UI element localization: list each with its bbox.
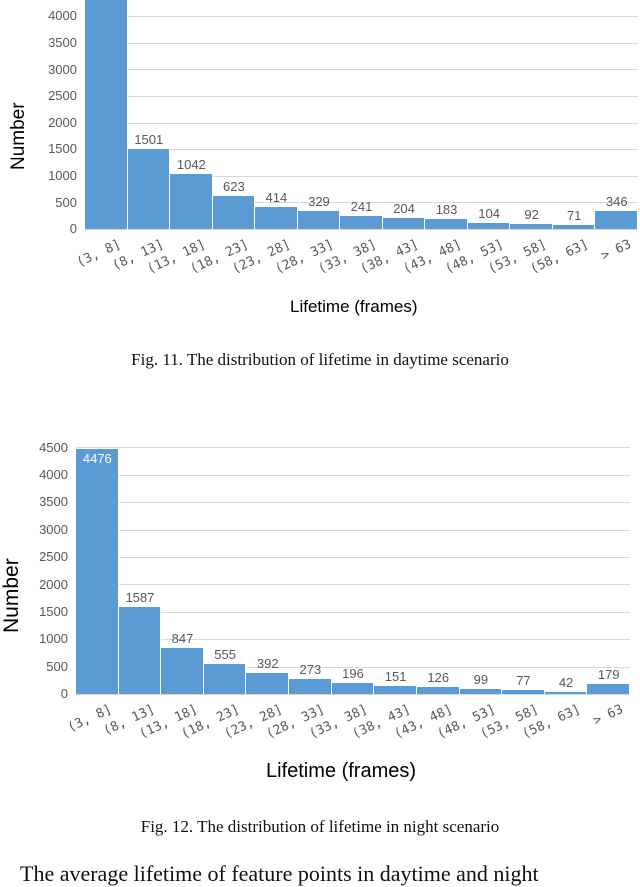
histogram-bar [416, 687, 460, 694]
y-tick-label: 2000 [48, 114, 77, 130]
body-text-cropped: The average lifetime of feature points i… [20, 861, 539, 886]
histogram-bar [544, 691, 588, 694]
y-tick-label: 3000 [48, 61, 77, 77]
histogram-bar [425, 219, 468, 229]
histogram-bar [374, 685, 417, 694]
bar-value-label: 71 [566, 208, 582, 224]
histogram-bar [212, 195, 256, 229]
fig12-caption: Fig. 12. The distribution of lifetime in… [140, 817, 500, 836]
histogram-bar [127, 149, 171, 229]
bar-value-label: 555 [214, 646, 236, 662]
bar-value-label: 1501 [134, 132, 164, 148]
y-tick-label: 3500 [39, 494, 68, 510]
bar-value-label: 623 [223, 178, 245, 194]
bar-value-label: 104 [478, 206, 500, 222]
y-tick-label: 1000 [48, 168, 77, 183]
gridline [85, 16, 638, 18]
histogram-bar [382, 218, 426, 229]
fig12-x-axis-label: Lifetime (frames) [266, 760, 417, 782]
bar-value-label: 329 [308, 194, 330, 210]
y-tick-label: 500 [46, 658, 68, 674]
y-tick-label: 1000 [39, 631, 68, 647]
histogram-bar [502, 689, 545, 694]
gridline [85, 69, 638, 71]
figure-11-chart: 0 500 1000 1500 2000 2500 3000 3500 4000 (3, 8] 15… [0, 0, 640, 330]
histogram-bar [297, 211, 341, 229]
gridline [76, 502, 630, 504]
histogram-bar [161, 647, 204, 694]
gridline [85, 175, 638, 177]
bar-value-label: 99 [473, 671, 489, 687]
histogram-bar [510, 224, 553, 229]
bar-value-label: 1587 [125, 590, 155, 606]
y-tick-label: 4000 [39, 467, 68, 482]
y-tick-label: 2500 [48, 88, 77, 104]
y-tick-label: 1500 [48, 141, 77, 157]
bar-value-label: 77 [516, 672, 531, 688]
y-tick-label: 3000 [39, 521, 68, 537]
gridline [85, 149, 638, 151]
histogram-bar [255, 206, 298, 229]
gridline [76, 666, 630, 668]
y-tick-label: 0 [60, 686, 68, 702]
gridline [76, 611, 630, 613]
fig11-caption: Fig. 11. The distribution of lifetime in… [131, 350, 509, 369]
histogram-bar [331, 683, 375, 694]
gridline [85, 202, 638, 204]
bar-value-label: 847 [171, 630, 194, 646]
gridline [76, 694, 630, 695]
bar-value-label: 183 [435, 202, 458, 218]
y-tick-label: 0 [69, 221, 77, 237]
gridline [85, 229, 638, 230]
gridline [85, 122, 638, 124]
bar-value-label: 414 [265, 189, 288, 205]
gridline [76, 639, 630, 641]
y-tick-label: 500 [55, 194, 77, 210]
gridline [76, 557, 630, 558]
y-tick-label: 3500 [48, 35, 77, 50]
histogram-bar [467, 223, 511, 229]
gridline [76, 584, 630, 586]
bar-value-label: 273 [299, 662, 322, 678]
bar-value-label: 241 [350, 199, 373, 215]
fig12-y-axis-label: Number [0, 558, 23, 633]
gridline [76, 474, 630, 476]
y-tick-label: 4500 [39, 439, 68, 455]
histogram-bar [203, 663, 247, 694]
bar-value-label: 126 [427, 670, 450, 686]
bar-value-label: 92 [524, 207, 539, 223]
bar-value-label: 4476 [82, 450, 112, 466]
histogram-bar [246, 672, 290, 694]
gridline [85, 42, 638, 44]
gridline [76, 447, 630, 449]
y-tick-label: 2500 [39, 549, 68, 565]
x-tick-label: > 63 [590, 702, 626, 729]
gridline [76, 529, 630, 531]
y-tick-label: 1500 [39, 604, 68, 619]
histogram-bar [595, 210, 638, 229]
histogram-bar [587, 684, 630, 694]
histogram-bar [85, 0, 128, 229]
histogram-bar [340, 216, 383, 229]
bar-value-label: 392 [256, 655, 279, 671]
histogram-bar [76, 448, 119, 694]
gridline [85, 96, 638, 97]
histogram-bar [289, 679, 332, 694]
bar-value-label: 346 [605, 193, 628, 209]
bar-value-label: 42 [558, 674, 574, 690]
histogram-bar [459, 688, 503, 694]
fig11-x-axis-label: Lifetime (frames) [290, 297, 418, 316]
bar-value-label: 179 [597, 667, 620, 683]
bar-value-label: 196 [342, 666, 364, 682]
bar-value-label: 204 [393, 201, 415, 217]
bar-value-label: 151 [384, 668, 407, 684]
histogram-bar [170, 173, 213, 229]
y-tick-label: 4000 [48, 8, 77, 24]
bar-value-label: 1042 [176, 156, 206, 172]
histogram-bar [118, 607, 162, 694]
histogram-bar [552, 225, 596, 229]
y-tick-label: 2000 [39, 576, 68, 592]
